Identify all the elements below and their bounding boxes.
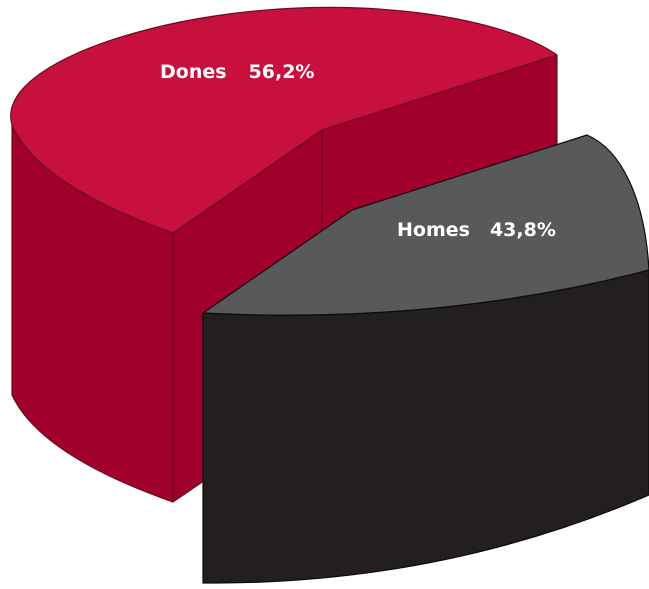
data-label-dones: Dones 56,2% xyxy=(160,61,314,83)
data-label-dones-value: 56,2% xyxy=(249,61,315,83)
data-label-homes: Homes 43,8% xyxy=(397,219,556,241)
data-label-homes-name: Homes xyxy=(397,219,470,241)
pie-slice-homes xyxy=(202,134,649,584)
data-label-dones-name: Dones xyxy=(160,61,227,83)
pie-slice-dones-top xyxy=(10,6,558,234)
pie-slice-homes-outer-side xyxy=(202,269,649,584)
data-label-homes-value: 43,8% xyxy=(490,219,556,241)
pie-slice-homes-top xyxy=(202,134,649,316)
